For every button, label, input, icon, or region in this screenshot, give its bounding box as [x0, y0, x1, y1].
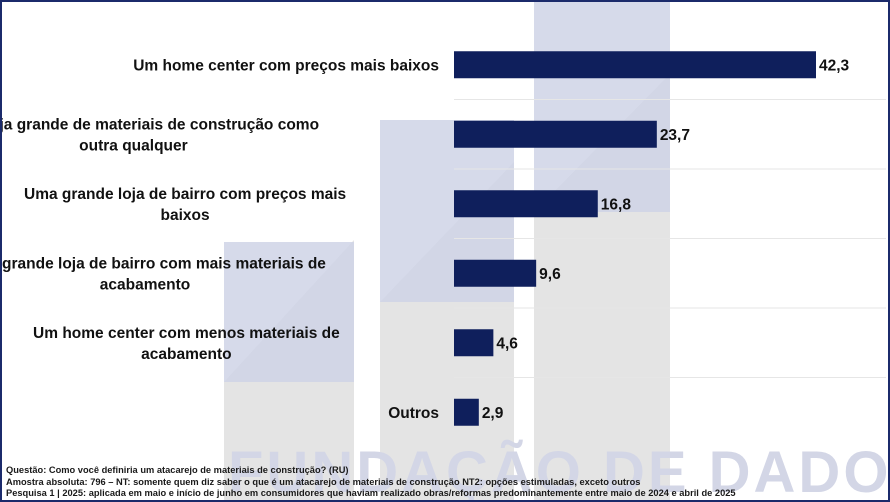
data-label: 23,7: [660, 127, 690, 144]
category-label: Uma grande loja de bairro com mais mater…: [2, 255, 326, 293]
category-label-line: Uma grande loja de bairro com mais mater…: [2, 255, 326, 272]
category-label-line: acabamento: [141, 346, 231, 363]
category-label-line: Uma loja grande de materiais de construç…: [2, 116, 319, 133]
footnote-question: Questão: Como você definiria um atacarej…: [6, 465, 349, 475]
watermark-text: FUNDAÇÃO DE DADOS: [228, 440, 888, 500]
category-label: Um home center com preços mais baixos: [133, 57, 439, 74]
category-label-line: Uma grande loja de bairro com preços mai…: [24, 186, 346, 203]
category-label: Um home center com menos materiais de aca…: [33, 325, 340, 363]
footnote-sample: Amostra absoluta: 796 – NT: somente quem…: [6, 476, 641, 487]
bars-layer: 42,3 Um home center com preços mais baixo…: [2, 51, 886, 426]
bar: [454, 259, 537, 287]
category-label-line: Um home center com preços mais baixos: [133, 57, 439, 74]
bar: [454, 120, 657, 148]
footnote-survey: Pesquisa 1 | 2025: aplicada em maio e in…: [6, 488, 736, 499]
category-label-line: baixos: [161, 207, 210, 224]
data-label: 42,3: [819, 57, 850, 74]
data-label: 9,6: [539, 266, 561, 283]
bar: [454, 190, 598, 218]
category-label: Uma loja grande de materiais de construç…: [2, 116, 319, 154]
bar: [454, 51, 816, 79]
category-label-line: outra qualquer: [79, 137, 188, 154]
category-label: Uma grande loja de bairro com preços mai…: [24, 186, 346, 224]
category-label-line: Outros: [388, 405, 439, 422]
category-label-line: acabamento: [100, 276, 190, 293]
bar: [454, 329, 494, 357]
category-label-line: Um home center com menos materiais de: [33, 325, 340, 342]
data-label: 2,9: [482, 405, 504, 422]
bar: [454, 398, 479, 426]
data-label: 16,8: [601, 196, 632, 213]
data-label: 4,6: [496, 335, 518, 352]
footnotes: Questão: Como você definiria um atacarej…: [6, 465, 736, 500]
category-label: Outros: [388, 405, 439, 422]
